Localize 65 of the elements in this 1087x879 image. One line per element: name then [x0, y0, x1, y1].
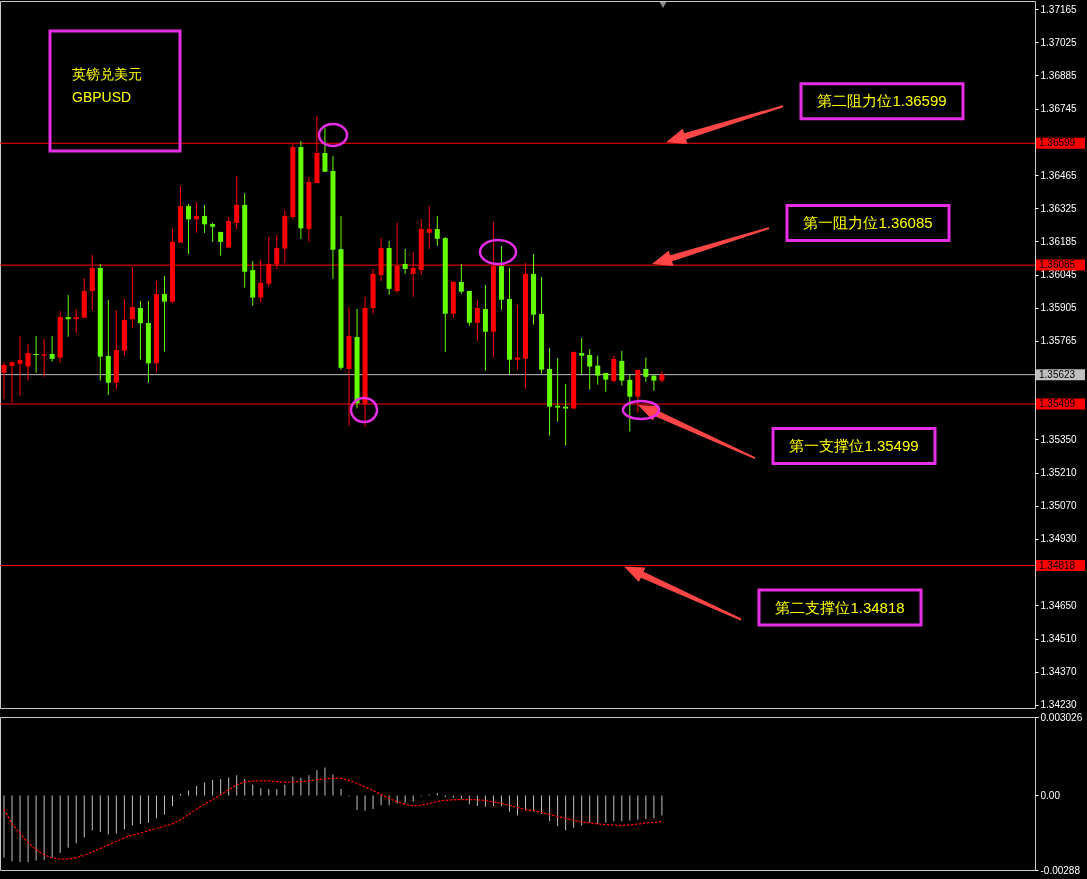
annotation: 第二阻力位1.36599	[817, 92, 947, 110]
candlestick	[619, 350, 625, 387]
candlestick	[474, 299, 480, 342]
candlestick	[627, 374, 633, 433]
candlestick	[33, 335, 39, 374]
y-tick-label: 1.36185	[1040, 235, 1078, 247]
ref-line-label: 1.36599	[1039, 137, 1076, 149]
candlestick	[611, 355, 617, 383]
y-tick-label: 1.36465	[1040, 169, 1078, 181]
y-tick-label: 1.34230	[1040, 699, 1078, 711]
y-tick-label: 1.35210	[1040, 467, 1078, 479]
y-tick-label: 1.34370	[1040, 666, 1078, 678]
line-series	[3, 777, 663, 860]
y-tick-label: 1.34930	[1040, 533, 1078, 545]
candlestick	[25, 343, 31, 382]
text: GBPUSD	[72, 89, 132, 105]
candlestick	[579, 337, 585, 376]
y-tick-label: 1.37025	[1040, 36, 1078, 48]
candlestick	[41, 338, 47, 378]
ref-line-label: 1.35623	[1039, 368, 1076, 380]
y-tick-label: 1.36045	[1040, 269, 1078, 281]
candlestick	[587, 348, 593, 391]
text: 英镑兑美元	[72, 66, 142, 82]
candlestick	[1, 361, 7, 400]
candlestick	[210, 222, 216, 243]
y-tick-label: 1.35070	[1040, 500, 1078, 512]
y-tick-label: 1.35350	[1040, 433, 1078, 445]
y-tick-label: -0.00288	[1040, 864, 1081, 876]
candlestick	[482, 284, 488, 372]
candlestick	[458, 263, 464, 295]
y-tick-label: 1.35765	[1040, 335, 1078, 347]
candlestick	[434, 215, 440, 247]
y-tick-label: 0.00	[1040, 789, 1061, 801]
candlestick	[643, 357, 649, 383]
y-tick-label: 1.35905	[1040, 302, 1078, 314]
candlestick	[202, 204, 208, 234]
candlestick	[651, 375, 657, 392]
candlestick	[426, 205, 432, 250]
y-tick-label: 0.003026	[1040, 711, 1083, 723]
candlestick	[73, 308, 79, 334]
ref-line-label: 1.36085	[1039, 259, 1076, 271]
y-tick-label: 1.34650	[1040, 599, 1078, 611]
candlestick	[563, 383, 569, 447]
candlestick	[49, 335, 55, 363]
annotation: 第一阻力位1.36085	[803, 214, 933, 232]
candlestick	[65, 294, 71, 338]
annotation: 第一支撑位1.35499	[789, 437, 919, 455]
y-tick-label: 1.36885	[1040, 69, 1078, 81]
candlestick	[17, 335, 23, 397]
y-tick-label: 1.34510	[1040, 633, 1078, 645]
y-tick-label: 1.36745	[1040, 103, 1078, 115]
candlestick	[515, 304, 520, 371]
candlestick	[595, 355, 601, 386]
y-tick-label: 1.37165	[1040, 3, 1078, 15]
ref-line-label: 1.35499	[1039, 398, 1076, 410]
candlestick	[161, 275, 167, 353]
y-tick-label: 1.36325	[1040, 202, 1078, 214]
candlestick	[137, 300, 143, 361]
annotation: 第二支撑位1.34818	[775, 598, 905, 616]
candlestick	[402, 248, 408, 275]
candlestick	[186, 203, 192, 255]
candlestick	[234, 175, 240, 230]
ref-line-label: 1.34818	[1039, 559, 1076, 571]
candlestick	[555, 357, 561, 423]
candlestick	[322, 127, 328, 173]
